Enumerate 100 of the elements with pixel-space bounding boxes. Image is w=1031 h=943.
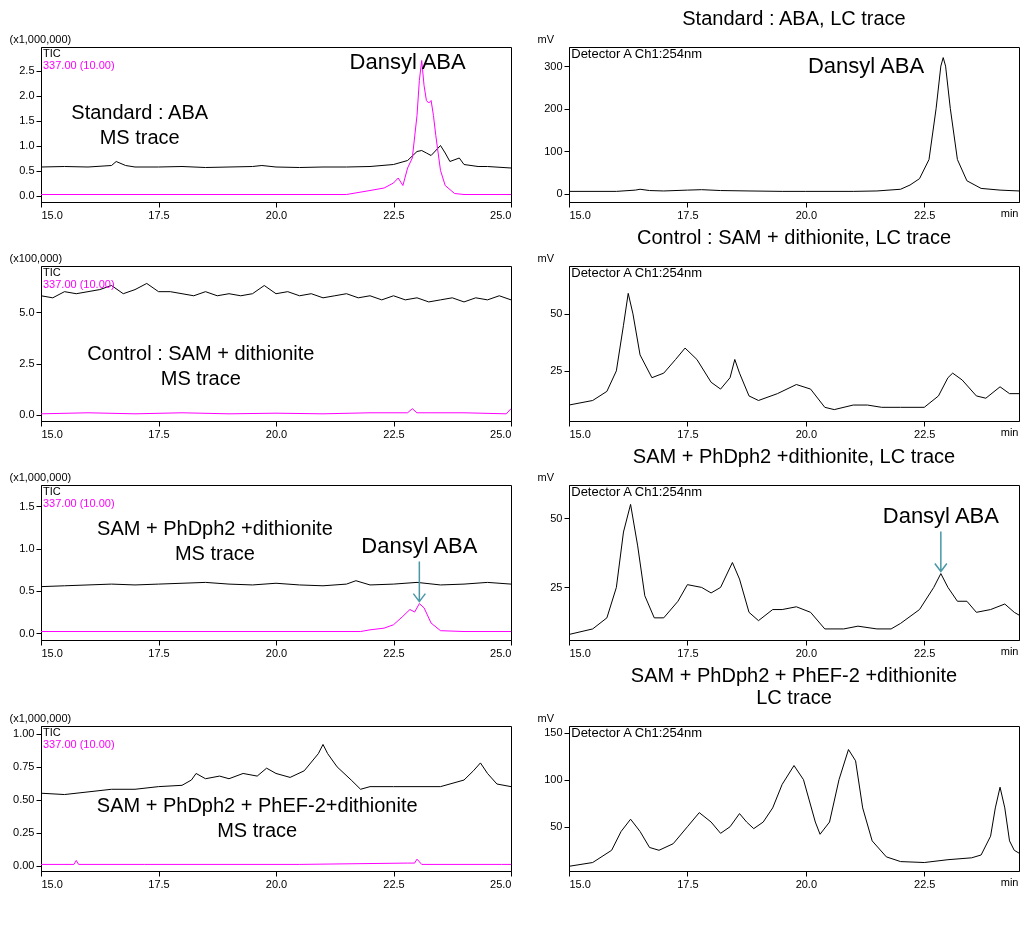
y-tick-label: 25 [550, 580, 563, 593]
x-tick-label: 22.5 [383, 427, 405, 440]
text: 337.00 (10.00) [43, 497, 115, 509]
text: 337.00 (10.00) [43, 59, 115, 71]
x-tick-label: 20.0 [795, 208, 818, 221]
y-tick-label: 0.5 [19, 164, 35, 176]
y-tick-label: 0.75 [13, 760, 35, 773]
y-tick-label: 300 [544, 59, 563, 72]
x-tick-label: 15.0 [41, 877, 63, 890]
x-tick-label: 22.5 [914, 877, 936, 890]
annotation: Detector A Ch1:254nm [571, 724, 703, 740]
x-tick-label: 25.0 [490, 208, 512, 221]
x-tick-label: 17.5 [148, 427, 170, 440]
x-tick-label: 15.0 [41, 646, 63, 659]
x-tick-label: 22.5 [914, 646, 936, 659]
y-axis-title: (x1,000,000) [9, 470, 72, 483]
x-tick-label: 15.0 [569, 427, 591, 440]
x-tick-label: 15.0 [569, 646, 591, 659]
line-series [41, 603, 511, 633]
y-tick-label: 0.50 [13, 793, 35, 806]
annotation: SAM + PhDph2 + PhEF-2+dithionite MS trace [96, 793, 418, 841]
y-tick-label: 1.5 [19, 499, 35, 512]
y-tick-label: 100 [544, 773, 563, 786]
y-tick-label: 150 [544, 726, 563, 739]
y-tick-label: 50 [550, 511, 563, 524]
y-axis-title: (x100,000) [9, 251, 63, 264]
x-tick-label: 17.5 [148, 646, 170, 659]
annotation: Detector A Ch1:254nm [571, 264, 703, 280]
y-tick-label: 50 [550, 820, 563, 833]
y-tick-label: 0.0 [19, 189, 35, 201]
text: TIC [43, 485, 61, 497]
y-tick-label: 0.0 [19, 626, 35, 639]
x-tick-label: 17.5 [148, 877, 170, 890]
x-axis-title: min [1000, 206, 1019, 219]
x-tick-label: 22.5 [383, 877, 405, 890]
x-tick-label: 22.5 [914, 208, 936, 221]
annotation: Dansyl ABA [882, 502, 1000, 528]
x-axis-title: min [1000, 425, 1019, 438]
x-tick-label: 17.5 [148, 208, 170, 221]
x-tick-label: 15.0 [569, 877, 591, 890]
y-tick-label: 2.5 [19, 64, 35, 76]
y-tick-label: 5.0 [19, 305, 35, 318]
y-axis-title: (x1,000,000) [9, 32, 72, 45]
y-tick-label: 200 [544, 102, 563, 115]
text: 337.00 (10.00) [43, 278, 115, 290]
annotation: Dansyl ABA [361, 532, 478, 558]
annotation: Detector A Ch1:254nm [571, 483, 703, 499]
x-tick-label: 22.5 [383, 646, 405, 659]
y-tick-label: 100 [544, 144, 563, 157]
x-tick-label: 20.0 [795, 877, 818, 890]
x-axis-title: min [1000, 875, 1019, 888]
text: TIC [43, 47, 61, 59]
x-tick-label: 15.0 [41, 208, 63, 221]
x-tick-label: 22.5 [914, 427, 936, 440]
y-axis-title: mV [537, 470, 555, 483]
y-axis-title: mV [537, 32, 555, 45]
x-tick-label: 25.0 [490, 427, 512, 440]
y-tick-label: 50 [550, 307, 563, 320]
x-tick-label: 15.0 [41, 427, 63, 440]
chart-title: Standard : ABA, LC trace [682, 7, 906, 29]
x-tick-label: 25.0 [490, 646, 512, 659]
y-tick-label: 0.25 [13, 826, 35, 839]
x-tick-label: 20.0 [265, 646, 288, 659]
x-tick-label: 17.5 [677, 877, 699, 890]
y-tick-label: 1.0 [19, 542, 35, 555]
y-axis-title: mV [537, 251, 555, 264]
x-tick-label: 17.5 [677, 208, 699, 221]
x-tick-label: 17.5 [677, 427, 699, 440]
y-axis-title: (x1,000,000) [9, 711, 72, 724]
annotation: Detector A Ch1:254nm [571, 45, 703, 61]
y-tick-label: 2.5 [19, 357, 35, 370]
annotation: Dansyl ABA [349, 48, 467, 74]
chart-title: Control : SAM + dithionite, LC trace [636, 226, 952, 248]
x-tick-label: 20.0 [795, 646, 818, 659]
y-axis-title: mV [537, 711, 555, 724]
annotation: SAM + PhDph2 +dithionite MS trace [97, 517, 333, 565]
annotation: Dansyl ABA [807, 53, 925, 79]
text: 337.00 (10.00) [43, 738, 115, 750]
x-tick-label: 22.5 [383, 208, 405, 221]
x-tick-label: 20.0 [795, 427, 818, 440]
x-tick-label: 20.0 [265, 427, 288, 440]
y-tick-label: 25 [550, 364, 563, 377]
y-tick-label: 0.5 [19, 584, 35, 597]
y-tick-label: 0.0 [19, 408, 35, 421]
x-tick-label: 17.5 [677, 646, 699, 659]
x-axis-title: min [1000, 644, 1019, 657]
x-tick-label: 20.0 [265, 208, 288, 221]
text: TIC [43, 726, 61, 738]
annotation: Standard : ABA MS trace [71, 100, 209, 148]
y-tick-label: 1.5 [19, 114, 35, 126]
x-tick-label: 15.0 [569, 208, 591, 221]
y-tick-label: 1.0 [19, 139, 35, 151]
x-tick-label: 25.0 [490, 877, 512, 890]
y-tick-label: 0 [556, 187, 563, 200]
chart-title: SAM + PhDph2 + PhEF-2 +dithionite LC trace [630, 664, 958, 708]
chart-title: SAM + PhDph2 +dithionite, LC trace [632, 445, 956, 467]
y-tick-label: 1.00 [13, 727, 35, 740]
x-tick-label: 20.0 [265, 877, 288, 890]
y-tick-label: 0.00 [13, 859, 35, 872]
series-label: TIC [43, 266, 61, 278]
